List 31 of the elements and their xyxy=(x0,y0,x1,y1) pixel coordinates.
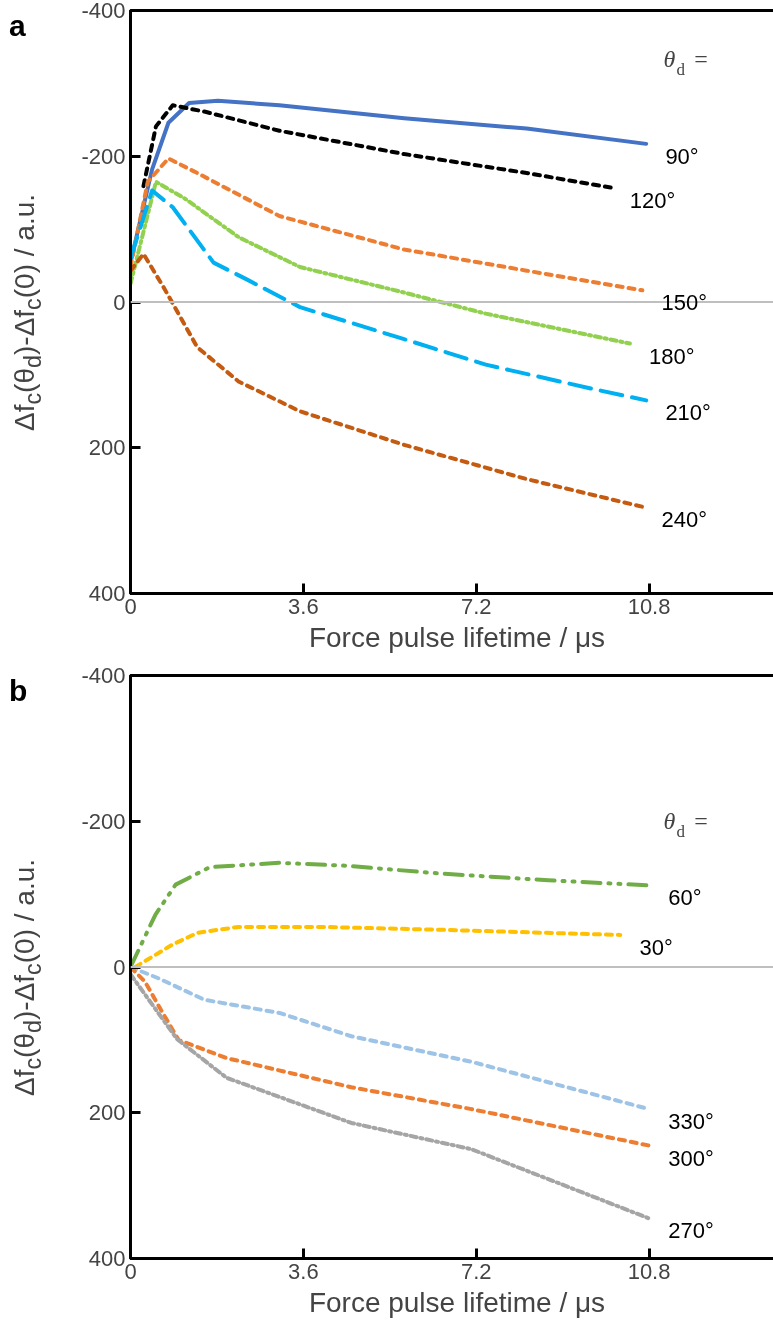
y-tick-label: 400 xyxy=(88,581,126,606)
x-axis-title: Force pulse lifetime / μs xyxy=(308,621,606,653)
series-label: 300° xyxy=(668,1145,714,1171)
y-tick-label: -400 xyxy=(81,663,126,688)
y-tick-label: -400 xyxy=(81,0,126,23)
series-label: 210° xyxy=(665,400,711,426)
series-label: 120° xyxy=(629,187,676,213)
x-axis-title: Force pulse lifetime / μs xyxy=(308,1286,606,1318)
x-tick-label: 3.6 xyxy=(288,593,319,619)
chart-title: b xyxy=(9,673,28,709)
series-label: 30° xyxy=(639,934,673,960)
series-label: 270° xyxy=(668,1218,714,1244)
y-tick-label: 0 xyxy=(113,289,126,315)
x-tick-label: 10.8 xyxy=(627,1258,671,1284)
y-tick-label: -200 xyxy=(81,808,126,834)
y-tick-label: -200 xyxy=(81,143,126,169)
series-label: 150° xyxy=(661,290,708,316)
series-label: 240° xyxy=(661,506,708,532)
series-label: 60° xyxy=(668,885,702,911)
x-tick-label: 10.8 xyxy=(627,593,671,619)
series-label: 90° xyxy=(665,143,699,169)
x-tick-label: 3.6 xyxy=(288,1258,319,1284)
y-tick-label: 200 xyxy=(88,435,126,461)
y-tick-label: 200 xyxy=(88,1100,126,1126)
y-tick-label: 400 xyxy=(88,1246,126,1271)
x-tick-label: 7.2 xyxy=(460,1258,492,1284)
series-label: 180° xyxy=(649,343,695,369)
series-label: 330° xyxy=(668,1109,714,1135)
chart-title: a xyxy=(9,8,26,44)
x-tick-label: 7.2 xyxy=(460,593,492,619)
y-tick-label: 0 xyxy=(113,954,126,980)
